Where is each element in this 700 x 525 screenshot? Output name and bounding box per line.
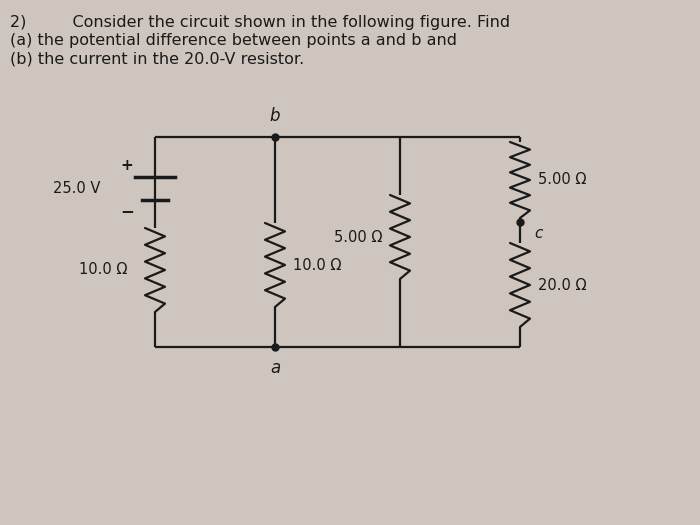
Text: +: + (120, 158, 134, 173)
Text: (a) the potential difference between points a and b and: (a) the potential difference between poi… (10, 33, 457, 48)
Text: 25.0 V: 25.0 V (52, 181, 100, 196)
Text: 2)         Consider the circuit shown in the following figure. Find: 2) Consider the circuit shown in the fol… (10, 15, 510, 30)
Text: (b) the current in the 20.0-V resistor.: (b) the current in the 20.0-V resistor. (10, 51, 304, 66)
Text: 5.00 Ω: 5.00 Ω (334, 229, 382, 245)
Text: c: c (534, 226, 542, 241)
Text: −: − (120, 202, 134, 220)
Text: a: a (270, 359, 280, 377)
Text: 5.00 Ω: 5.00 Ω (538, 173, 587, 187)
Text: 20.0 Ω: 20.0 Ω (538, 278, 587, 292)
Text: 10.0 Ω: 10.0 Ω (293, 257, 342, 272)
Text: 10.0 Ω: 10.0 Ω (78, 262, 127, 278)
Text: b: b (270, 107, 280, 125)
